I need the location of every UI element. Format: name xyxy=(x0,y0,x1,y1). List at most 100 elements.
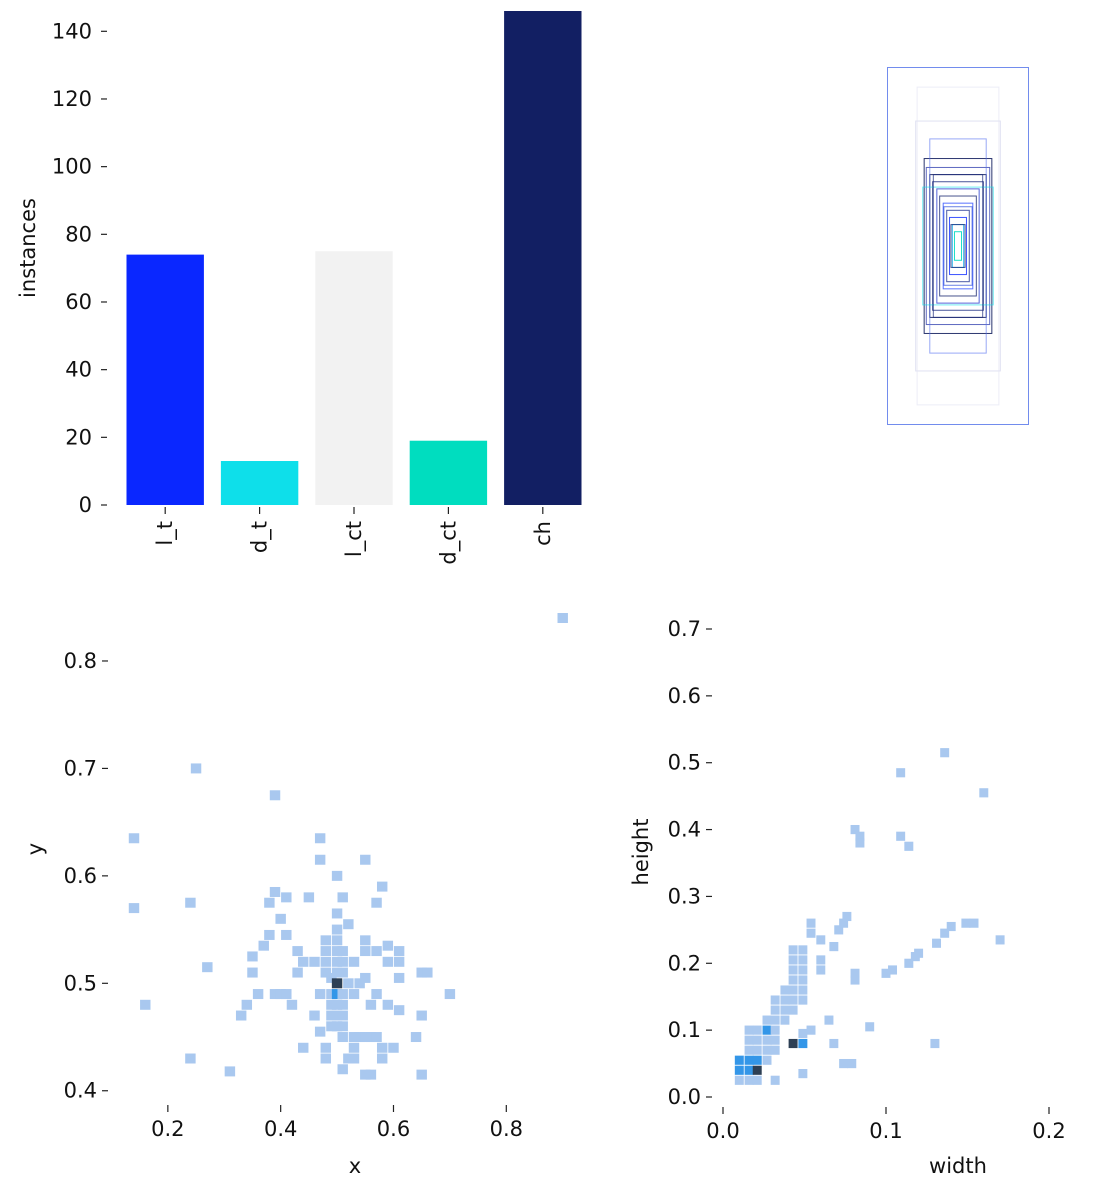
xy-cell xyxy=(382,956,394,967)
xy-cell xyxy=(320,956,332,967)
xy-cell xyxy=(376,1042,388,1053)
xy-cell xyxy=(331,999,343,1010)
wh-cell xyxy=(744,1045,754,1055)
wh-x-tick-label: 0.1 xyxy=(869,1119,902,1143)
xy-y-tick-label: 0.6 xyxy=(64,864,97,888)
bar-y-tick-label: 0 xyxy=(79,493,92,517)
xy-y-tick-label: 0.4 xyxy=(64,1079,97,1103)
label-box xyxy=(925,166,991,326)
wh-cell xyxy=(752,1045,762,1055)
wh-y-axis-title: height xyxy=(629,819,653,886)
wh-cell xyxy=(770,1075,780,1085)
xy-cell xyxy=(371,989,382,1000)
wh-cell xyxy=(834,925,844,935)
xy-cell xyxy=(331,935,343,946)
bar-y-tick-label: 120 xyxy=(52,87,92,111)
xy-cell xyxy=(202,962,213,973)
xy-cell xyxy=(422,967,433,978)
xy-cell xyxy=(309,1010,320,1021)
xy-cell xyxy=(393,956,405,967)
xy-cell xyxy=(264,897,275,908)
xy-cell xyxy=(275,989,286,1000)
label-box xyxy=(946,209,970,283)
wh-cell xyxy=(896,831,906,841)
bar-ch xyxy=(504,11,582,505)
xy-cell xyxy=(281,929,292,940)
xy-x-axis-title: x xyxy=(349,1154,361,1178)
xy-x-tick-label: 0.4 xyxy=(264,1117,297,1141)
bar-x-tick-label: d_ct xyxy=(436,521,461,565)
xy-cell xyxy=(224,1066,236,1077)
xy-cell xyxy=(365,1069,377,1080)
xy-cell xyxy=(337,999,348,1010)
bar-series xyxy=(126,11,582,505)
wh-cell xyxy=(995,935,1005,945)
wh-cell xyxy=(734,1055,744,1065)
wh-y-tick-label: 0.6 xyxy=(668,684,701,708)
wh-cell xyxy=(816,935,826,945)
xy-cell xyxy=(326,1010,337,1021)
xy-cell xyxy=(337,1064,348,1075)
wh-y-tick-label: 0.0 xyxy=(668,1085,701,1109)
wh-cell xyxy=(940,928,950,938)
xy-y-axis-title: y xyxy=(23,843,47,855)
xy-cell xyxy=(331,908,343,919)
xy-cell xyxy=(252,989,264,1000)
xy-cell xyxy=(331,978,343,989)
wh-y-tick-label: 0.1 xyxy=(668,1018,701,1042)
label-box xyxy=(949,216,967,276)
xy-cell xyxy=(320,1053,332,1064)
xy-cell xyxy=(331,924,343,935)
label-box xyxy=(887,67,1029,425)
wh-cell xyxy=(829,941,839,952)
wh-cell xyxy=(752,1035,762,1045)
bar-x-tick-label: d_t xyxy=(248,521,273,553)
wh-x-tick-label: 0.2 xyxy=(1032,1119,1065,1143)
xy-cell xyxy=(235,1010,247,1021)
xy-cell xyxy=(337,892,348,903)
wh-cell xyxy=(806,918,816,928)
xy-cell xyxy=(269,790,281,801)
wh-cell xyxy=(744,1075,754,1085)
xy-heatmap-panel: 0.2 0.4 0.6 0.8 0.4 0.5 0.6 0.7 0.8 x y xyxy=(23,613,568,1178)
wh-cell xyxy=(842,911,852,922)
xy-cell xyxy=(331,1021,343,1032)
xy-cell xyxy=(337,989,348,1000)
label-box xyxy=(932,174,984,318)
xy-cell xyxy=(331,870,343,881)
wh-cell xyxy=(788,995,798,1005)
xy-cell xyxy=(269,886,281,897)
xy-cell xyxy=(360,935,371,946)
wh-cell xyxy=(829,1038,839,1049)
wh-y-tick-label: 0.3 xyxy=(668,884,701,908)
wh-cell xyxy=(806,1025,816,1035)
label-box xyxy=(939,195,977,297)
wh-cell xyxy=(904,958,914,968)
wh-cell xyxy=(770,1005,780,1015)
wh-x-axis-title: width xyxy=(929,1154,987,1178)
xy-cell xyxy=(331,989,343,1000)
wh-cell xyxy=(839,918,849,928)
xy-cell xyxy=(360,946,371,957)
wh-cell xyxy=(788,955,798,965)
wh-cell xyxy=(798,955,808,965)
wh-cell xyxy=(780,1015,790,1025)
wh-x-ticks: 0.0 0.1 0.2 xyxy=(706,1107,1066,1143)
bar-y-ticks: 0 20 40 60 80 100 120 140 xyxy=(52,19,107,517)
wh-cell xyxy=(752,1065,762,1075)
wh-cell xyxy=(780,985,790,995)
wh-cell xyxy=(865,1022,875,1032)
xy-cell xyxy=(360,1069,371,1080)
xy-y-tick-label: 0.8 xyxy=(64,649,97,673)
wh-cell xyxy=(734,1075,744,1085)
xy-cell xyxy=(365,999,377,1010)
xy-cell xyxy=(314,854,326,865)
bar-d_ct xyxy=(409,440,488,505)
xy-cell xyxy=(393,946,405,957)
wh-cell xyxy=(940,748,950,758)
xy-cell xyxy=(416,1010,427,1021)
xy-cell xyxy=(326,989,337,1000)
label-box xyxy=(929,138,987,354)
bar-chart-panel: instances 0 20 40 60 80 100 120 140 l_t d_t l_ct d… xyxy=(16,11,582,565)
